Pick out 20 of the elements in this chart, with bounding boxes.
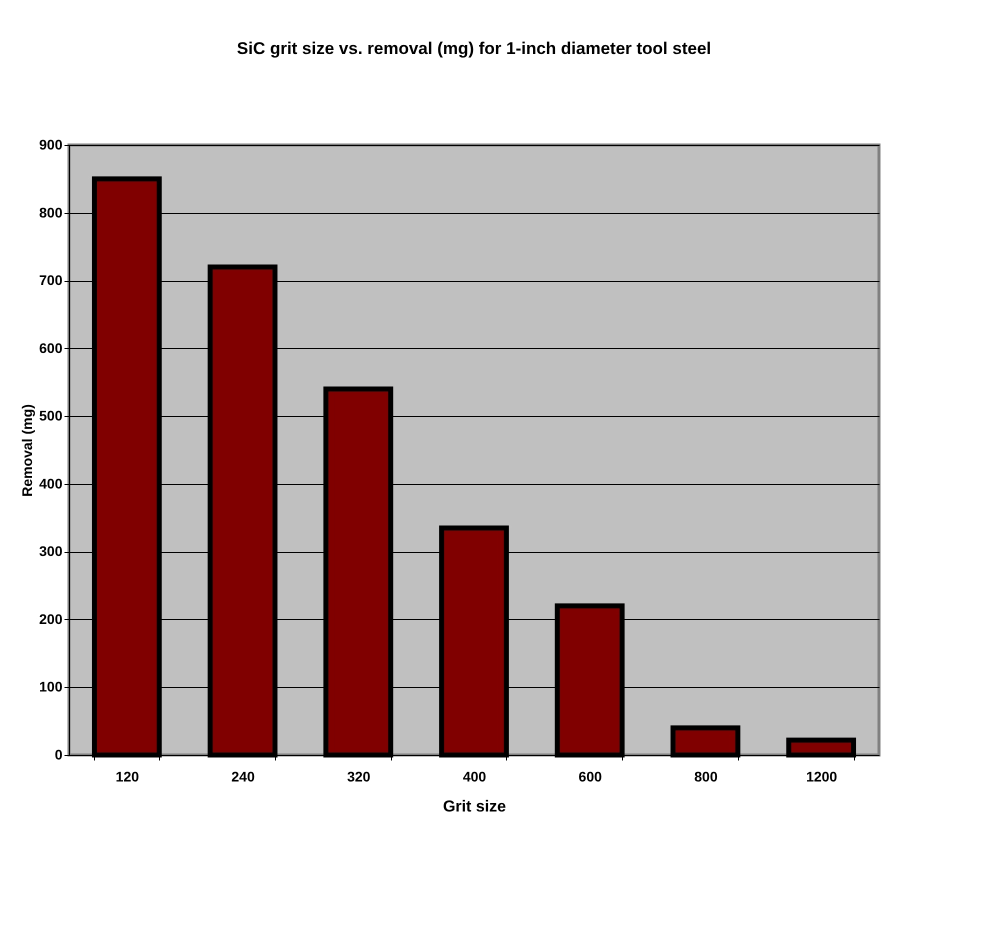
x-tick-label: 800 <box>694 768 718 784</box>
y-axis-title: Removal (mg) <box>19 404 36 497</box>
x-tick-label: 600 <box>578 768 602 784</box>
x-tick-label: 320 <box>347 768 371 784</box>
x-tick-label: 240 <box>231 768 255 784</box>
y-tick-label: 700 <box>39 272 63 288</box>
y-tick-label: 800 <box>39 204 63 220</box>
y-tick-label: 300 <box>39 543 63 560</box>
y-tick-label: 500 <box>39 408 63 424</box>
y-tick-label: 600 <box>39 340 63 356</box>
x-tick-label: 120 <box>116 768 140 784</box>
chart-title: SiC grit size vs. removal (mg) for 1-inch diameter tool steel <box>236 39 712 58</box>
y-tick-label: 200 <box>39 610 63 627</box>
x-axis-title: Grit size <box>442 798 506 816</box>
x-tick-label: 1200 <box>806 768 838 784</box>
x-tick-label: 400 <box>462 768 486 784</box>
y-tick-label: 400 <box>39 475 63 492</box>
y-tick-label: 0 <box>54 746 63 762</box>
y-tick-label: 100 <box>39 678 63 695</box>
y-tick-label: 900 <box>39 136 63 152</box>
